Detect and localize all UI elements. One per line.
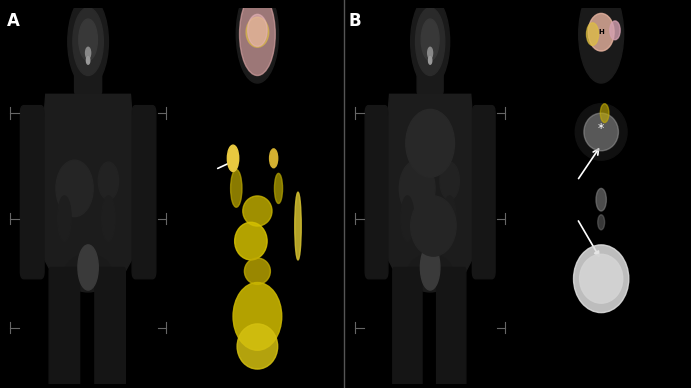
Text: A: A bbox=[7, 12, 20, 29]
FancyBboxPatch shape bbox=[473, 106, 495, 279]
Ellipse shape bbox=[588, 14, 614, 51]
FancyBboxPatch shape bbox=[132, 106, 156, 279]
Circle shape bbox=[236, 0, 278, 83]
Text: B: B bbox=[349, 12, 361, 29]
Circle shape bbox=[86, 57, 90, 64]
FancyBboxPatch shape bbox=[437, 267, 466, 388]
Circle shape bbox=[410, 0, 450, 87]
Ellipse shape bbox=[408, 254, 453, 292]
Circle shape bbox=[428, 47, 433, 59]
Polygon shape bbox=[385, 94, 475, 271]
Circle shape bbox=[598, 215, 605, 230]
Ellipse shape bbox=[443, 196, 456, 241]
Ellipse shape bbox=[246, 17, 269, 47]
Circle shape bbox=[68, 0, 108, 87]
Circle shape bbox=[428, 57, 432, 64]
Ellipse shape bbox=[580, 254, 623, 303]
Ellipse shape bbox=[401, 196, 414, 241]
Ellipse shape bbox=[399, 160, 435, 217]
Ellipse shape bbox=[235, 222, 267, 260]
Ellipse shape bbox=[233, 282, 282, 350]
Ellipse shape bbox=[237, 324, 278, 369]
Circle shape bbox=[73, 8, 104, 76]
Text: *: * bbox=[598, 122, 605, 135]
Ellipse shape bbox=[440, 162, 460, 200]
FancyBboxPatch shape bbox=[49, 267, 79, 388]
FancyBboxPatch shape bbox=[417, 68, 443, 94]
Circle shape bbox=[227, 145, 238, 171]
Ellipse shape bbox=[245, 258, 270, 284]
Circle shape bbox=[240, 0, 275, 76]
Ellipse shape bbox=[584, 113, 618, 151]
Circle shape bbox=[420, 245, 440, 290]
FancyBboxPatch shape bbox=[365, 106, 388, 279]
Ellipse shape bbox=[587, 23, 598, 45]
Ellipse shape bbox=[247, 14, 267, 46]
Ellipse shape bbox=[56, 160, 93, 217]
FancyBboxPatch shape bbox=[392, 267, 422, 388]
Ellipse shape bbox=[243, 196, 272, 226]
Circle shape bbox=[578, 0, 623, 83]
Circle shape bbox=[86, 47, 91, 59]
Ellipse shape bbox=[406, 109, 455, 177]
Ellipse shape bbox=[98, 162, 119, 200]
FancyBboxPatch shape bbox=[75, 68, 102, 94]
Circle shape bbox=[78, 245, 98, 290]
Text: H: H bbox=[598, 29, 604, 35]
Ellipse shape bbox=[274, 173, 283, 203]
Circle shape bbox=[269, 149, 278, 168]
Ellipse shape bbox=[609, 21, 621, 40]
Circle shape bbox=[415, 8, 445, 76]
Circle shape bbox=[422, 19, 439, 61]
Polygon shape bbox=[41, 94, 135, 271]
Ellipse shape bbox=[574, 245, 629, 313]
Circle shape bbox=[596, 189, 606, 211]
Ellipse shape bbox=[575, 104, 627, 160]
Ellipse shape bbox=[57, 196, 71, 241]
Ellipse shape bbox=[410, 196, 456, 256]
Ellipse shape bbox=[102, 196, 115, 241]
FancyBboxPatch shape bbox=[20, 106, 44, 279]
FancyBboxPatch shape bbox=[95, 267, 125, 388]
Ellipse shape bbox=[231, 170, 242, 207]
Circle shape bbox=[79, 19, 97, 61]
Ellipse shape bbox=[295, 192, 301, 260]
Ellipse shape bbox=[64, 254, 112, 292]
Circle shape bbox=[600, 104, 609, 123]
